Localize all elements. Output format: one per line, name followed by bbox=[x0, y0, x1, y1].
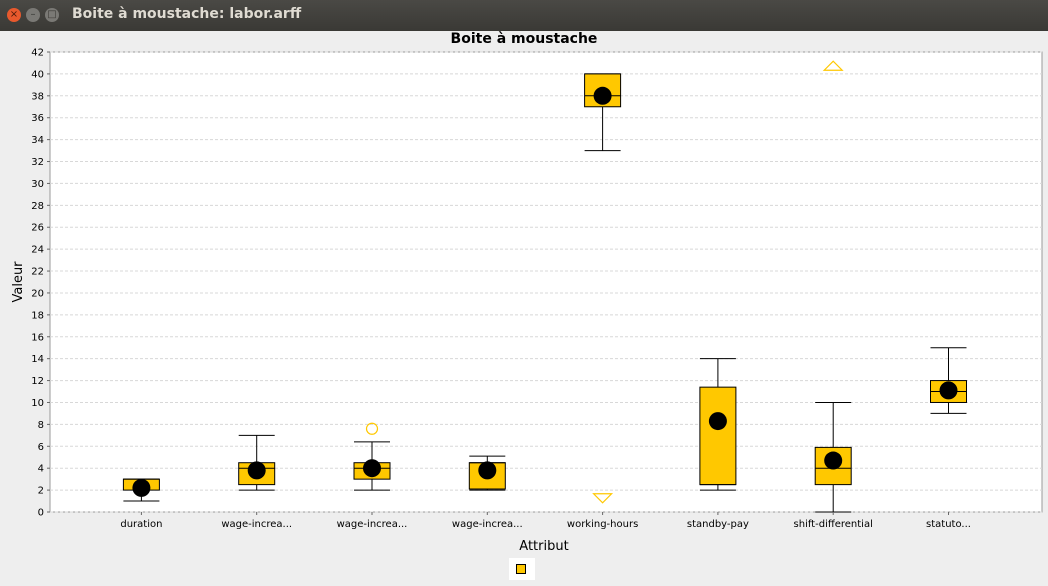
off-scale-marker bbox=[822, 60, 844, 71]
y-tick-label: 8 bbox=[38, 420, 44, 431]
y-tick-label: 10 bbox=[31, 398, 44, 409]
y-tick-label: 36 bbox=[31, 113, 44, 124]
box bbox=[699, 386, 737, 486]
mean-marker bbox=[363, 459, 381, 478]
plot-area bbox=[49, 51, 1043, 513]
y-tick-label: 42 bbox=[31, 48, 44, 59]
y-tick-label: 16 bbox=[31, 332, 44, 343]
legend bbox=[509, 558, 535, 580]
mean-marker bbox=[824, 451, 843, 470]
mean-marker bbox=[247, 461, 266, 480]
x-tick-label: duration bbox=[120, 519, 162, 530]
x-tick-label: shift-differential bbox=[794, 519, 873, 530]
y-tick-label: 32 bbox=[31, 157, 44, 168]
y-tick-label: 24 bbox=[31, 245, 44, 256]
x-tick-label: wage-increa... bbox=[452, 519, 523, 530]
chart-title: Boite à moustache bbox=[451, 31, 598, 47]
y-axis-label: Valeur bbox=[11, 261, 26, 303]
x-tick-label: statuto... bbox=[926, 519, 971, 530]
y-tick-label: 34 bbox=[31, 135, 44, 146]
y-tick-label: 18 bbox=[31, 310, 44, 321]
x-tick-label: working-hours bbox=[567, 519, 638, 530]
x-axis-label: Attribut bbox=[519, 539, 568, 554]
x-tick-label: wage-increa... bbox=[221, 519, 292, 530]
outlier-marker bbox=[365, 422, 379, 435]
window-title: Boite à moustache: labor.arff bbox=[72, 6, 302, 22]
y-tick-label: 28 bbox=[31, 201, 44, 212]
minimize-window-button[interactable]: – bbox=[26, 8, 40, 22]
mean-marker bbox=[478, 461, 497, 480]
y-tick-label: 30 bbox=[31, 179, 44, 190]
x-tick-label: standby-pay bbox=[687, 519, 749, 530]
y-tick-label: 0 bbox=[38, 508, 44, 519]
y-tick-label: 20 bbox=[31, 288, 44, 299]
boxplot-chart: Boite à moustache 0246810121416182022242… bbox=[11, 31, 1043, 554]
maximize-window-button[interactable]: □ bbox=[45, 8, 59, 22]
y-tick-label: 26 bbox=[31, 223, 44, 234]
y-tick-label: 38 bbox=[31, 91, 44, 102]
off-scale-marker bbox=[592, 493, 614, 504]
close-window-button[interactable]: × bbox=[7, 8, 21, 22]
legend-swatch bbox=[516, 564, 526, 574]
y-tick-label: 22 bbox=[31, 267, 44, 278]
y-tick-label: 2 bbox=[38, 486, 44, 497]
y-tick-label: 14 bbox=[31, 354, 44, 365]
mean-marker bbox=[708, 412, 727, 431]
mean-marker bbox=[939, 381, 958, 400]
mean-marker bbox=[132, 478, 151, 497]
chart-panel: Boite à moustache 0 2 4 6 8 10 12 14 16 18 20 22 24 2… bbox=[0, 31, 1048, 582]
window-titlebar: × – □ Boite à moustache: labor.arff bbox=[0, 0, 1048, 31]
y-tick-label: 4 bbox=[38, 464, 44, 475]
x-tick-label: wage-increa... bbox=[337, 519, 408, 530]
mean-marker bbox=[593, 86, 612, 105]
y-tick-label: 40 bbox=[31, 69, 44, 80]
y-tick-label: 12 bbox=[31, 376, 44, 387]
y-tick-label: 6 bbox=[38, 442, 44, 453]
